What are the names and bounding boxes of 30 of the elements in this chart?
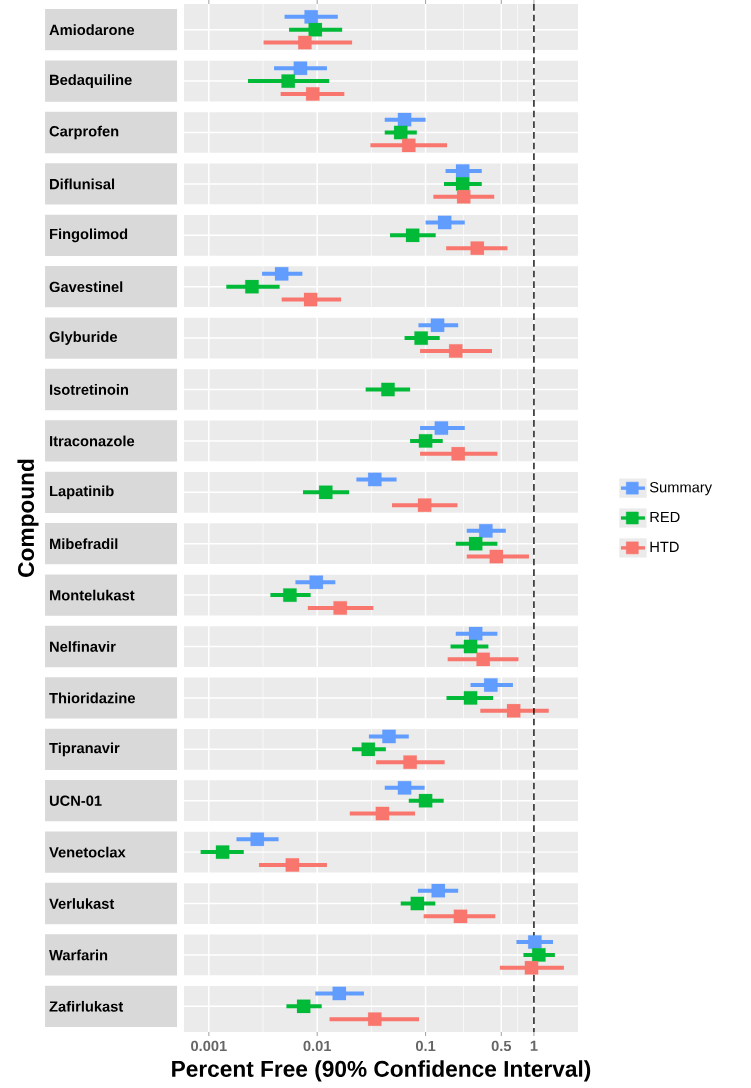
y-tick-label: Mibefradil <box>50 538 118 550</box>
y-tick-label: Carprofen <box>49 125 119 140</box>
y-tick-label: Verlukast <box>49 898 115 909</box>
x-tick-label: 1 <box>530 1040 538 1051</box>
y-tick-label: Warfarin <box>49 949 108 961</box>
y-tick-label: Bedaquiline <box>50 74 132 88</box>
y-tick-label: Lapatinib <box>50 485 114 500</box>
x-tick-label: 0.1 <box>415 1040 436 1052</box>
y-tick-label: Zafirlukast <box>49 1000 124 1012</box>
x-tick-label: 0.01 <box>303 1040 332 1052</box>
y-tick-label: Amiodarone <box>49 24 135 36</box>
x-tick-label: 0.001 <box>191 1040 227 1052</box>
y-tick-label: Gavestinel <box>49 281 123 293</box>
y-tick-label: Glyburide <box>49 331 118 345</box>
legend-label: Summary <box>649 482 712 496</box>
y-tick-label: Thioridazine <box>49 692 135 704</box>
y-tick-label: Diflunisal <box>50 178 115 190</box>
y-tick-label: Tipranavir <box>49 742 120 757</box>
y-tick-label: Montelukast <box>50 589 135 601</box>
y-tick-label: Venetoclax <box>49 846 126 858</box>
y-tick-label: Itraconazole <box>50 435 135 447</box>
y-tick-label: UCN-01 <box>49 795 102 806</box>
y-tick-label: Nelfinavir <box>50 641 116 652</box>
legend-label: RED <box>650 511 680 523</box>
x-axis-title: Percent Free (90% Confidence Interval) <box>172 1060 591 1082</box>
x-tick-label: 0.5 <box>491 1040 512 1052</box>
y-tick-label: Fingolimod <box>50 228 128 243</box>
y-axis-title: Compound <box>17 459 39 577</box>
legend-label: HTD <box>650 541 679 552</box>
y-tick-label: Isotretinoin <box>50 384 129 395</box>
